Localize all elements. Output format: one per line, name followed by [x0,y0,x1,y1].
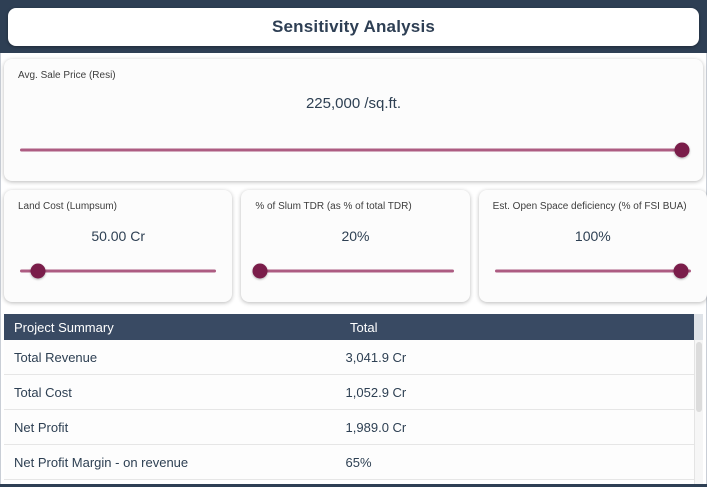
open-space-slider[interactable] [494,263,691,279]
scrollbar-corner [694,314,703,340]
open-space-value: 100% [574,228,611,244]
row-label: Net Profit Margin - on revenue [14,454,189,470]
row-value: 1,052.9 Cr [345,384,407,400]
row-label: Total Cost [14,384,72,400]
title-card: Sensitivity Analysis [8,8,699,46]
slum-tdr-slider[interactable] [252,263,454,279]
land-cost-label: Land Cost (Lumpsum) [18,201,117,212]
avg-sale-price-slider[interactable] [20,142,690,158]
land-cost-card: Land Cost (Lumpsum) 50.00 Cr [4,190,233,302]
avg-sale-price-value: 225,000 /sq.ft. [305,95,402,112]
avg-sale-price-label: Avg. Sale Price (Resi) [18,70,116,81]
table-header-total: Total [350,319,378,335]
table-row: Net Profit 1,989.0 Cr [4,410,694,445]
open-space-card: Est. Open Space deficiency (% of FSI BUA… [478,190,707,302]
avg-sale-price-card: Avg. Sale Price (Resi) 225,000 /sq.ft. [4,59,703,181]
vertical-scrollbar[interactable] [694,340,703,484]
row-label: Net Profit [14,419,69,435]
land-cost-slider[interactable] [20,263,217,279]
slider-track[interactable] [20,269,217,273]
table-row: Total Revenue 3,041.9 Cr [4,340,694,375]
land-cost-value: 50.00 Cr [91,228,146,244]
project-summary-table: Project Summary Total Total Revenue 3,04… [4,314,703,484]
slider-handle[interactable] [674,142,690,158]
page-title: Sensitivity Analysis [271,17,436,36]
scrollbar-thumb[interactable] [696,342,702,412]
slider-track[interactable] [494,269,691,273]
table-header-row: Project Summary Total [4,314,703,340]
bottom-edge [0,484,707,487]
row-value: 1,989.0 Cr [345,419,407,435]
slider-track[interactable] [257,269,454,273]
top-bar: Sensitivity Analysis [0,0,707,53]
row-value: 3,041.9 Cr [345,349,407,365]
table-rows: Total Revenue 3,041.9 Cr Total Cost 1,05… [4,340,694,484]
table-body: Total Revenue 3,041.9 Cr Total Cost 1,05… [4,340,703,484]
slum-tdr-value: 20% [341,228,370,244]
mini-cards-row: Land Cost (Lumpsum) 50.00 Cr % of Slum T… [4,190,707,302]
row-value: 65% [345,454,372,470]
slum-tdr-card: % of Slum TDR (as % of total TDR) 20% [241,190,470,302]
slider-handle[interactable] [30,263,46,279]
table-row: Net Profit Margin - on revenue 65% [4,445,694,480]
table-header-project-summary: Project Summary [14,319,114,335]
row-label: Total Revenue [14,349,98,365]
slider-handle[interactable] [673,263,689,279]
slider-handle[interactable] [252,263,268,279]
table-row: Total Cost 1,052.9 Cr [4,375,694,410]
open-space-label: Est. Open Space deficiency (% of FSI BUA… [492,201,687,212]
slider-track[interactable] [20,148,687,152]
slum-tdr-label: % of Slum TDR (as % of total TDR) [255,201,412,212]
